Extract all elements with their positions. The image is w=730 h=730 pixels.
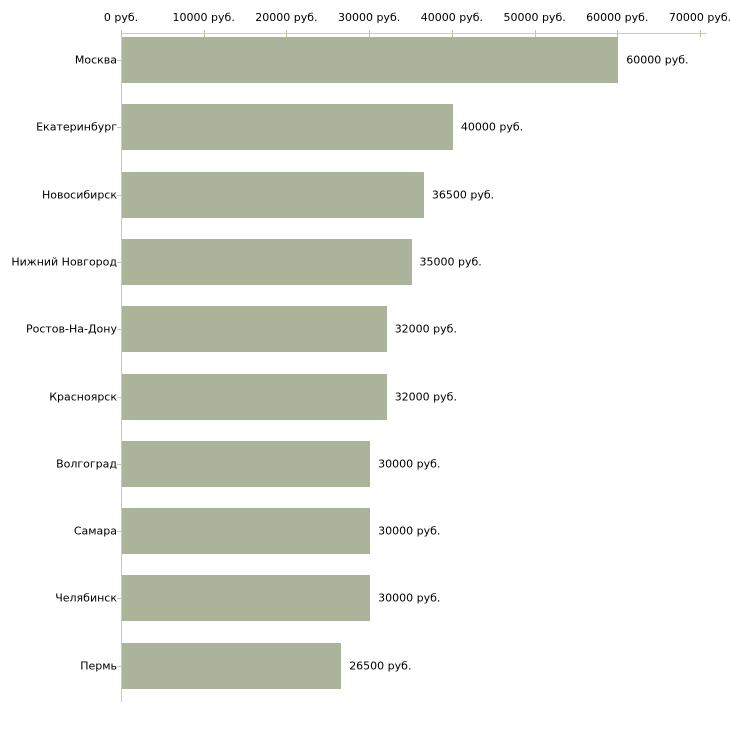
value-label: 35000 руб. [419,255,482,269]
value-label: 30000 руб. [378,591,441,605]
x-axis-tick [369,30,371,37]
x-axis-tick-label: 10000 руб. [172,11,235,24]
y-axis-tick [117,127,121,129]
x-axis-tick-label: 0 руб. [103,11,139,24]
x-axis-tick-label: 60000 руб. [586,11,649,24]
bar-5 [122,306,387,353]
x-axis-tick [286,30,288,37]
bar-6 [122,373,387,420]
bar-9 [122,575,371,622]
category-label: Нижний Новгород [11,255,117,269]
category-label: Челябинск [55,591,117,605]
value-label: 40000 руб. [460,120,524,134]
x-axis-tick-label: 50000 руб. [503,11,566,24]
bar-7 [122,440,371,487]
y-axis-tick [117,531,121,533]
value-label: 32000 руб. [394,390,457,403]
bar-10 [122,642,342,689]
bar-3 [122,171,424,218]
x-axis-tick [121,30,122,37]
x-axis-line [121,33,707,34]
y-axis-tick [117,60,121,61]
value-label: 30000 руб. [378,457,441,471]
category-label: Пермь [80,659,117,673]
value-label: 36500 руб. [431,188,495,202]
x-axis-tick [203,30,205,37]
x-axis-tick [617,30,619,37]
category-label: Волгоград [56,457,117,471]
category-label: Красноярск [49,390,117,403]
bar-1 [122,37,619,83]
bar-4 [122,238,412,285]
y-axis-tick [117,194,121,196]
x-axis-tick-label: 20000 руб. [255,11,318,24]
category-label: Москва [74,53,117,67]
x-axis-tick-label: 70000 руб. [668,11,730,24]
bar-2 [122,104,453,151]
category-label: Самара [73,524,117,538]
category-label: Екатеринбург [36,120,117,134]
value-label: 26500 руб. [349,659,412,673]
y-axis-tick [117,463,121,465]
y-axis-line [121,33,122,702]
y-axis-tick [117,329,121,331]
y-axis-tick [117,598,121,600]
y-axis-tick [117,396,121,398]
value-label: 32000 руб. [394,322,457,336]
value-label: 30000 руб. [378,524,441,538]
x-axis-tick [534,30,536,37]
category-label: Ростов-На-Дону [25,322,117,336]
x-axis-tick-label: 30000 руб. [337,11,401,24]
y-axis-tick [117,261,121,263]
category-label: Новосибирск [41,188,117,202]
x-axis-tick-label: 40000 руб. [420,11,484,24]
bar-8 [122,508,371,555]
x-axis-tick [451,30,453,37]
y-axis-tick [117,665,121,667]
x-axis-tick [700,30,701,37]
value-label: 60000 руб. [626,53,689,67]
